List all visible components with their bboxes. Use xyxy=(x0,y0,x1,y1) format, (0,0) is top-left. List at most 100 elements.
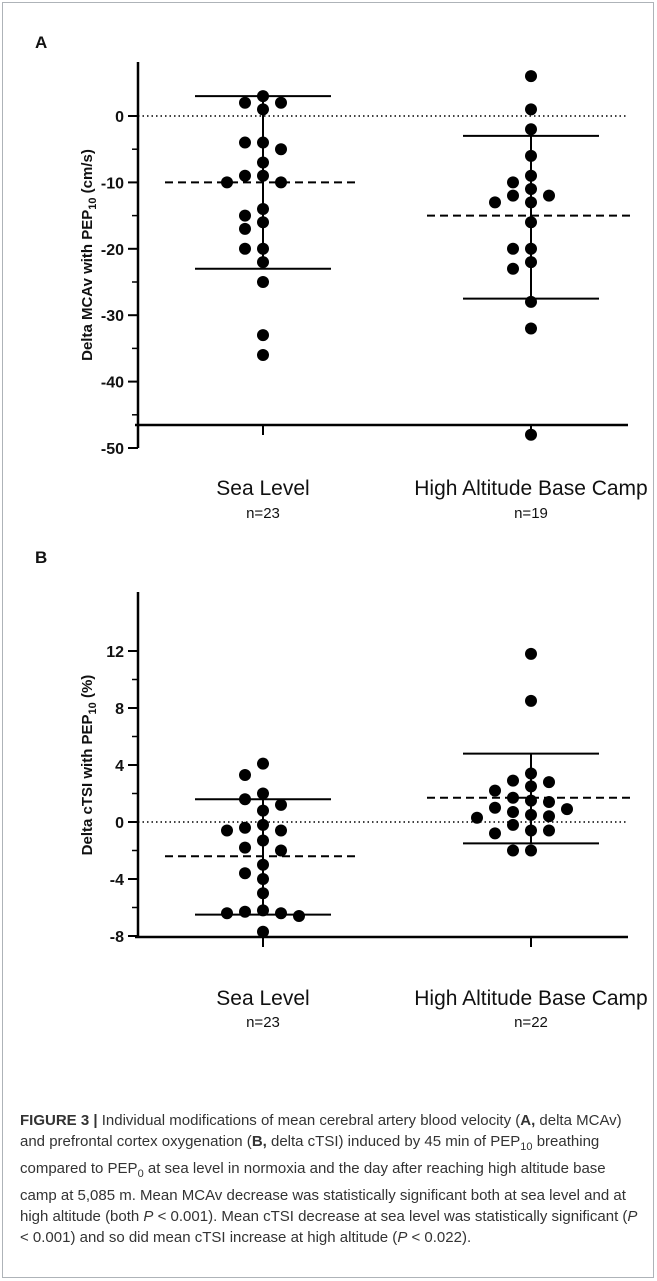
caption-segment: B, xyxy=(251,1133,267,1150)
data-point xyxy=(525,70,537,83)
y-tick-label: -50 xyxy=(101,441,124,458)
y-tick-label: -40 xyxy=(101,375,124,392)
y-tick-label: 8 xyxy=(115,701,124,718)
data-point xyxy=(257,904,269,917)
data-point xyxy=(257,834,269,847)
data-point xyxy=(507,806,519,819)
data-point xyxy=(525,694,537,707)
data-point xyxy=(221,907,233,920)
data-point xyxy=(525,844,537,857)
data-point xyxy=(543,776,555,789)
data-point xyxy=(257,858,269,871)
data-point xyxy=(525,149,537,162)
data-point xyxy=(239,222,251,235)
data-point xyxy=(257,329,269,342)
y-tick-label: 0 xyxy=(115,109,124,126)
caption-segment: breathing compared to PEP xyxy=(20,1133,600,1177)
caption-segment: P xyxy=(143,1208,154,1225)
data-point xyxy=(275,143,287,156)
data-point xyxy=(257,136,269,149)
data-point xyxy=(275,824,287,837)
data-point xyxy=(489,827,501,840)
data-point xyxy=(239,867,251,880)
data-point xyxy=(507,844,519,857)
data-point xyxy=(489,801,501,814)
data-point xyxy=(257,887,269,900)
data-point xyxy=(257,90,269,103)
caption-segment: delta MCAv) and prefrontal cortex oxygen… xyxy=(20,1112,622,1150)
data-point xyxy=(221,824,233,837)
y-axis-label: Delta MCAv with PEP10 (cm/s) xyxy=(79,149,99,361)
y-tick-label: -4 xyxy=(110,872,124,889)
data-point xyxy=(257,757,269,770)
caption-segment: < 0.001). Mean cTSI decrease at sea leve… xyxy=(153,1208,628,1225)
data-point xyxy=(525,428,537,441)
data-point xyxy=(293,910,305,923)
data-point xyxy=(525,794,537,807)
data-point xyxy=(239,96,251,109)
data-point xyxy=(525,808,537,821)
x-category-label: High Altitude Base Camp xyxy=(414,477,647,500)
n-label: n=23 xyxy=(246,1014,280,1031)
data-point xyxy=(257,787,269,800)
data-point xyxy=(507,242,519,255)
data-point xyxy=(525,295,537,308)
x-category-label: High Altitude Base Camp xyxy=(414,987,647,1010)
y-tick-label: 0 xyxy=(115,815,124,832)
data-point xyxy=(543,810,555,823)
data-point xyxy=(239,821,251,834)
data-point xyxy=(543,189,555,202)
y-tick-label: 12 xyxy=(106,644,124,661)
data-point xyxy=(525,196,537,209)
caption-segment: 0 xyxy=(137,1168,144,1180)
y-axis-label: Delta cTSI with PEP10 (%) xyxy=(79,675,99,856)
data-point xyxy=(525,256,537,269)
data-point xyxy=(471,811,483,824)
data-point xyxy=(239,793,251,806)
n-label: n=22 xyxy=(514,1014,548,1031)
data-point xyxy=(525,647,537,660)
data-point xyxy=(221,176,233,189)
data-point xyxy=(507,262,519,275)
n-label: n=19 xyxy=(514,505,548,522)
data-point xyxy=(525,216,537,229)
data-point xyxy=(239,169,251,182)
data-point xyxy=(257,256,269,269)
data-point xyxy=(257,202,269,215)
caption-segment: P xyxy=(627,1208,638,1225)
data-point xyxy=(239,905,251,918)
data-point xyxy=(489,196,501,209)
data-point xyxy=(239,209,251,222)
data-point xyxy=(257,349,269,362)
n-label: n=23 xyxy=(246,505,280,522)
data-point xyxy=(239,841,251,854)
data-point xyxy=(507,818,519,831)
data-point xyxy=(257,804,269,817)
y-tick-label: 4 xyxy=(115,758,124,775)
data-point xyxy=(257,156,269,169)
caption-segment: 10 xyxy=(520,1141,533,1153)
data-point xyxy=(275,844,287,857)
caption-segment: Individual modifications of mean cerebra… xyxy=(97,1112,521,1129)
data-point xyxy=(275,176,287,189)
chart-panel-a: A 0 -10 -20 -30 -40 -50 Delta MCAv with PEP10 (… xyxy=(35,33,648,522)
figure-caption: FIGURE 3 | Individual modifications of m… xyxy=(20,1110,645,1248)
data-point xyxy=(507,176,519,189)
data-point xyxy=(239,768,251,781)
data-point xyxy=(257,925,269,938)
data-point xyxy=(543,824,555,837)
data-point xyxy=(257,818,269,831)
chart-panel-b: B 12 8 4 0 -4 -8 Delta cTSI with PEP10 (%) Sea L… xyxy=(35,548,648,1031)
x-category-label: Sea Level xyxy=(216,987,309,1010)
y-tick-label: -8 xyxy=(110,929,124,946)
data-point xyxy=(525,183,537,196)
caption-label: FIGURE 3 | xyxy=(20,1112,98,1129)
data-point xyxy=(525,824,537,837)
data-point xyxy=(257,169,269,182)
y-tick-label: -30 xyxy=(101,308,124,325)
data-point xyxy=(507,189,519,202)
data-point xyxy=(257,216,269,229)
x-category-label: Sea Level xyxy=(216,477,309,500)
data-point xyxy=(507,774,519,787)
